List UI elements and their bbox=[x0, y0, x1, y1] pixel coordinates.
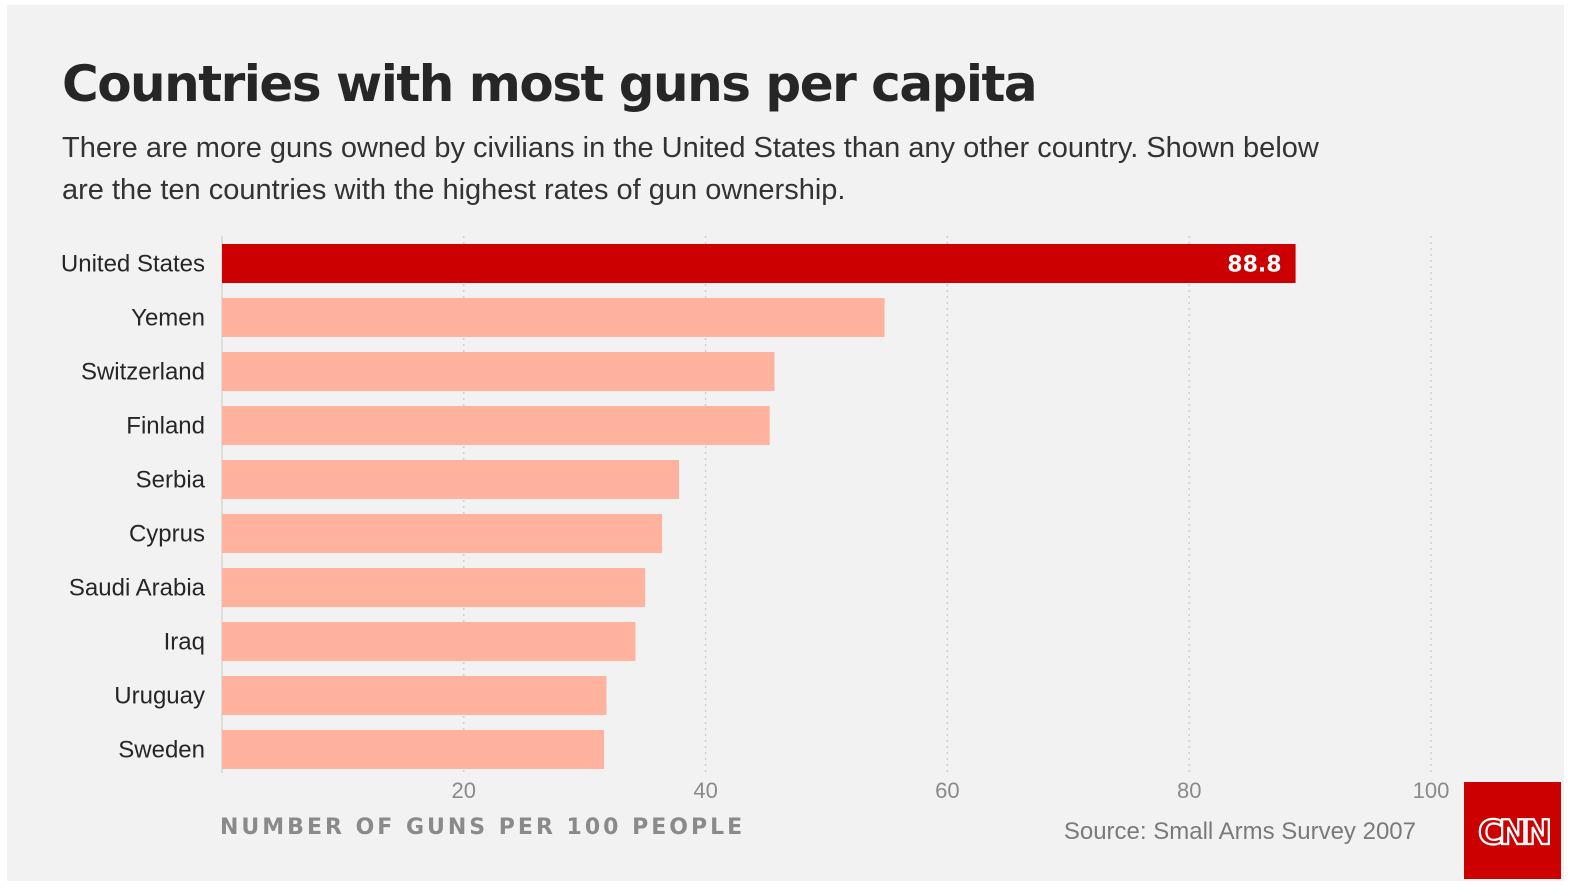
category-label: Iraq bbox=[164, 629, 205, 656]
x-axis-label: NUMBER OF GUNS PER 100 PEOPLE bbox=[220, 815, 746, 840]
data-labels: 88.8 bbox=[1227, 253, 1281, 278]
bar-saudi-arabia bbox=[222, 568, 646, 607]
bar-switzerland bbox=[222, 352, 775, 391]
bars bbox=[222, 244, 1296, 769]
bar-iraq bbox=[222, 622, 636, 661]
category-label: Switzerland bbox=[81, 359, 205, 386]
chart-title: Countries with most guns per capita bbox=[62, 55, 1038, 113]
svg-text:CNN: CNN bbox=[1478, 813, 1549, 851]
bar-sweden bbox=[222, 730, 605, 769]
x-tick-label: 40 bbox=[693, 778, 717, 803]
cnn-logo: CNN bbox=[1464, 782, 1561, 879]
x-tick-label: 20 bbox=[452, 778, 476, 803]
bar-finland bbox=[222, 406, 770, 445]
bar-uruguay bbox=[222, 676, 607, 715]
category-label: Uruguay bbox=[114, 683, 205, 710]
source-note: Source: Small Arms Survey 2007 bbox=[1063, 818, 1416, 845]
x-tick-label: 100 bbox=[1413, 778, 1450, 803]
category-label: United States bbox=[61, 251, 205, 278]
bar-united-states bbox=[222, 244, 1296, 283]
x-tick-label: 80 bbox=[1177, 778, 1201, 803]
bar-serbia bbox=[222, 460, 680, 499]
cnn-logo-icon: CNN bbox=[1476, 811, 1554, 851]
x-tick-label: 60 bbox=[935, 778, 959, 803]
category-labels: United States Yemen Switzerland Finland Serb… bbox=[61, 251, 206, 764]
data-label: 88.8 bbox=[1227, 253, 1281, 278]
category-label: Yemen bbox=[131, 305, 205, 332]
category-label: Sweden bbox=[118, 737, 205, 764]
bar-cyprus bbox=[222, 514, 663, 553]
x-tick-labels: 20 40 60 80 100 bbox=[452, 778, 1450, 803]
category-label: Serbia bbox=[136, 467, 206, 494]
chart-subtitle: There are more guns owned by civilians i… bbox=[62, 132, 1319, 206]
category-label: Cyprus bbox=[129, 521, 205, 548]
category-label: Finland bbox=[126, 413, 205, 440]
category-label: Saudi Arabia bbox=[69, 575, 206, 602]
bar-yemen bbox=[222, 298, 885, 337]
